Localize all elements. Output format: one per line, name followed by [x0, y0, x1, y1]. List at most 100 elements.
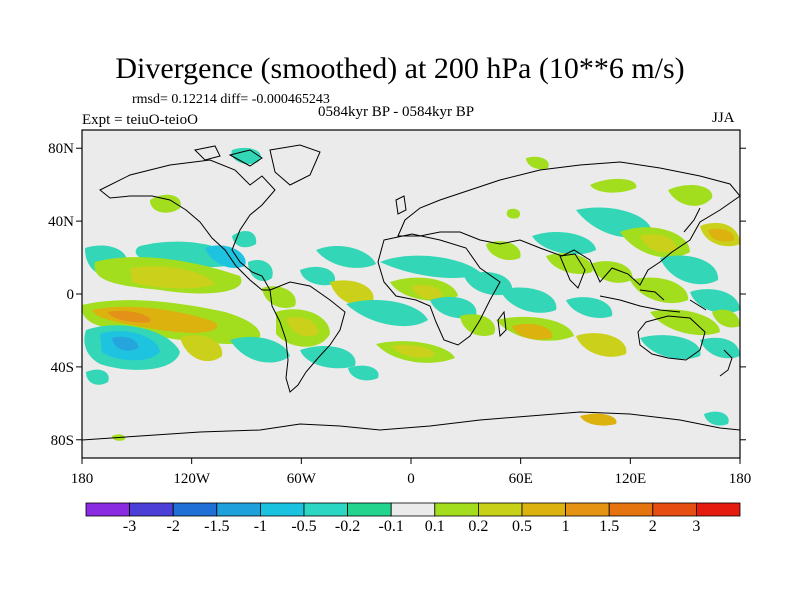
colorbar-label: 1.5: [599, 518, 620, 535]
colorbar-swatch: [259, 502, 305, 517]
coast-greenland: [269, 144, 321, 186]
period-label: 0584kyr BP - 0584kyr BP: [318, 104, 475, 120]
colorbar-swatch: [390, 502, 436, 517]
field-patch: [286, 316, 319, 337]
colorbar-swatch: [216, 502, 261, 517]
field-patch: [86, 369, 109, 385]
field-patch: [668, 184, 713, 206]
lat-label: 80S: [51, 433, 74, 449]
lon-label: 120E: [614, 471, 646, 487]
field-patch: [532, 231, 596, 255]
field-patch: [700, 337, 740, 359]
lat-label: 80N: [48, 141, 74, 157]
coast-south-america: [269, 281, 346, 393]
lon-label: 0: [407, 471, 415, 487]
coast-madagascar: [497, 310, 507, 338]
coast-north-america: [99, 159, 276, 291]
longitude-labels: 180 120W 60W 0 60E 120E 180: [71, 471, 752, 487]
field-patch: [180, 335, 223, 362]
lon-label: 180: [729, 471, 752, 487]
field-patch: [205, 245, 246, 268]
colorbar-label: -0.2: [334, 518, 361, 535]
colorbar-label: -1.5: [204, 518, 230, 535]
colorbar-label: 2: [648, 518, 657, 535]
coast-australia: [637, 315, 706, 361]
colorbar-label: 3: [692, 518, 701, 535]
field-patch: [346, 299, 428, 327]
field-patch: [640, 234, 677, 253]
colorbar-label: 0.1: [424, 518, 445, 535]
lat-label: 0: [67, 287, 75, 303]
season-label: JJA: [712, 110, 735, 126]
colorbar-swatch: [608, 502, 654, 517]
colorbar-swatch: [477, 502, 523, 517]
field-patch: [546, 253, 593, 275]
field-patch: [566, 297, 613, 319]
colorbar-label: -3: [122, 518, 137, 535]
colorbar-label: 0.5: [512, 518, 532, 535]
field-patch: [590, 261, 633, 283]
field-patch: [712, 309, 740, 328]
field-patch: [348, 365, 379, 381]
field-patch: [580, 413, 617, 426]
field-patch: [630, 277, 689, 304]
colorbar-swatch: [303, 502, 348, 517]
coastlines: [82, 144, 740, 441]
coast-eurasia: [397, 161, 740, 286]
colorbar-label: -0.1: [378, 518, 404, 535]
field-patch: [708, 228, 735, 242]
coast-africa: [377, 233, 501, 346]
field-patch: [392, 344, 435, 358]
field-patch: [248, 259, 273, 282]
latitude-labels: 80N 40N 0 40S 80S: [48, 141, 74, 449]
field-patch: [486, 241, 521, 261]
field-patch: [316, 245, 376, 268]
field-patch: [464, 271, 513, 296]
stats-line: rmsd= 0.12214 diff= -0.000465243: [132, 92, 330, 107]
field-patch: [300, 266, 336, 286]
plot-title: Divergence (smoothed) at 200 hPa (10**6 …: [115, 52, 685, 85]
colorbar-swatch: [696, 502, 741, 517]
colorbar-label: -1: [253, 518, 268, 535]
colorbar-swatch: [434, 502, 479, 517]
colorbar-swatch: [129, 502, 174, 517]
field-patch: [460, 314, 496, 336]
field-patch: [108, 310, 151, 323]
lat-label: 40N: [48, 214, 74, 230]
axis-ticks: [76, 147, 746, 464]
lon-label: 120W: [173, 471, 211, 487]
experiment-label: Expt = teiuO-teioO: [82, 112, 198, 128]
field-patch: [690, 289, 740, 314]
field-patch: [130, 266, 215, 289]
colorbar-swatch: [652, 502, 697, 517]
coast-indonesia: [599, 289, 707, 313]
coast-india: [559, 253, 586, 289]
coast-japan: [683, 207, 701, 233]
field-patch: [660, 255, 719, 285]
lat-label: 40S: [51, 360, 74, 376]
field-patch: [512, 323, 553, 340]
colorbar-label: 1: [561, 518, 570, 535]
lon-label: 180: [71, 471, 94, 487]
colorbar-swatch: [565, 502, 610, 517]
lon-label: 60W: [287, 471, 317, 487]
coast-uk: [395, 195, 407, 215]
coast-antarctica: [82, 411, 740, 441]
field-patch: [506, 208, 521, 219]
field-patch: [590, 178, 637, 193]
coast-new-zealand: [719, 349, 733, 377]
field-patch: [112, 336, 139, 351]
colorbar-swatch: [172, 502, 218, 517]
field-patch: [230, 336, 290, 363]
field-patch: [576, 333, 627, 357]
field-patch: [640, 335, 701, 360]
field-patch: [330, 280, 374, 306]
colorbar-swatch: [347, 502, 392, 517]
field-patch: [704, 411, 729, 426]
divergence-fields: [82, 147, 740, 441]
colorbar-swatch: [521, 502, 566, 517]
field-patch: [526, 156, 549, 170]
colorbar: [85, 502, 741, 517]
colorbar-swatch: [85, 502, 130, 517]
